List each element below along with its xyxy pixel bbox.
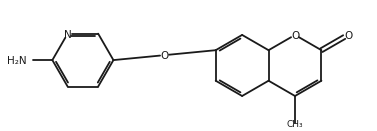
Text: O: O bbox=[345, 31, 353, 41]
Text: N: N bbox=[64, 30, 72, 40]
Text: H₂N: H₂N bbox=[7, 56, 26, 66]
Text: O: O bbox=[291, 31, 299, 41]
Text: CH₃: CH₃ bbox=[287, 120, 303, 129]
Text: O: O bbox=[161, 51, 169, 61]
